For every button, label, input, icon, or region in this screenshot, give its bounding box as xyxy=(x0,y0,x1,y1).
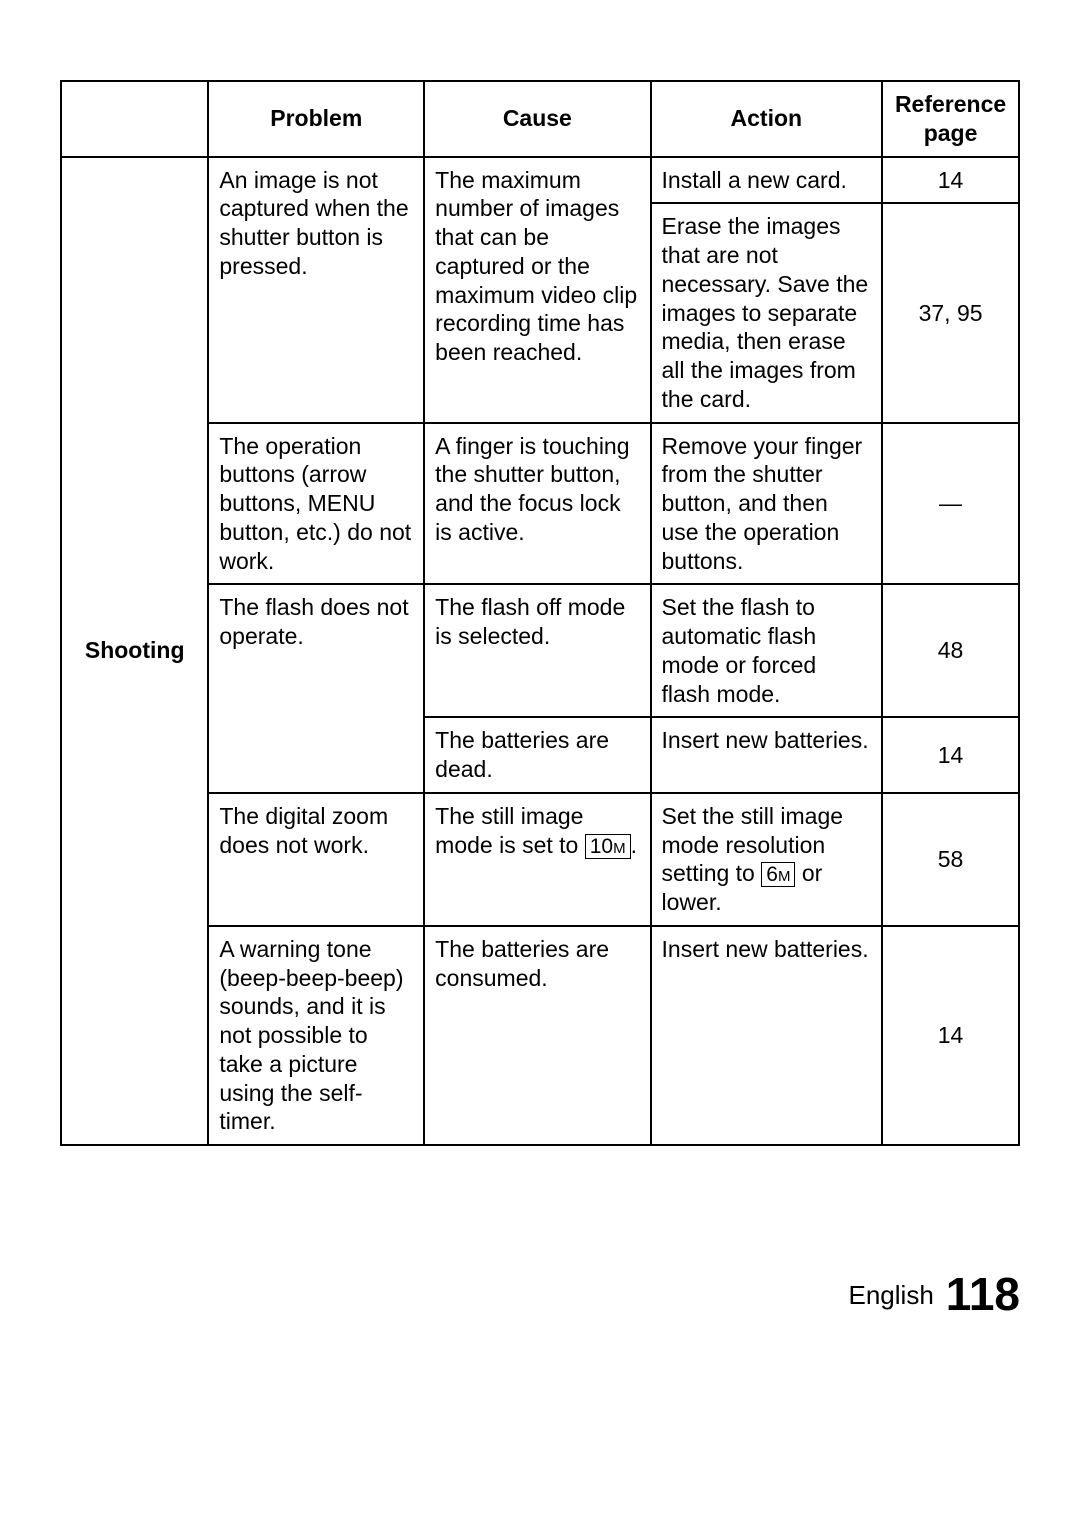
footer-page-number: 118 xyxy=(946,1268,1020,1320)
header-category xyxy=(61,81,208,157)
problem-cell: The operation buttons (arrow buttons, ME… xyxy=(208,423,424,585)
header-cause: Cause xyxy=(424,81,650,157)
manual-page: Problem Cause Action Reference page Shoo… xyxy=(0,0,1080,1521)
resolution-10m-icon: 10M xyxy=(585,834,631,859)
problem-cell: An image is not captured when the shutte… xyxy=(208,157,424,423)
cause-text-post: . xyxy=(631,832,637,858)
action-cell: Erase the images that are not necessary.… xyxy=(651,203,883,422)
cause-cell: The still image mode is set to 10M. xyxy=(424,793,650,926)
header-problem: Problem xyxy=(208,81,424,157)
cause-cell: The maximum number of images that can be… xyxy=(424,157,650,423)
res-num: 6 xyxy=(766,863,778,886)
category-cell: Shooting xyxy=(61,157,208,1146)
cause-cell: The batteries are dead. xyxy=(424,717,650,793)
table-row: Shooting An image is not captured when t… xyxy=(61,157,1019,204)
troubleshooting-table: Problem Cause Action Reference page Shoo… xyxy=(60,80,1020,1146)
page-footer: English 118 xyxy=(849,1267,1021,1321)
reference-cell: 48 xyxy=(882,584,1019,717)
cause-cell: The batteries are consumed. xyxy=(424,926,650,1145)
problem-cell: The digital zoom does not work. xyxy=(208,793,424,926)
reference-cell: 14 xyxy=(882,157,1019,204)
action-cell: Insert new batteries. xyxy=(651,717,883,793)
reference-cell: 37, 95 xyxy=(882,203,1019,422)
header-action: Action xyxy=(651,81,883,157)
reference-cell: 14 xyxy=(882,926,1019,1145)
res-m: M xyxy=(778,868,791,885)
reference-cell: — xyxy=(882,423,1019,585)
footer-language: English xyxy=(849,1280,934,1310)
res-num: 10 xyxy=(590,835,613,858)
problem-cell: The flash does not operate. xyxy=(208,584,424,793)
reference-cell: 14 xyxy=(882,717,1019,793)
action-cell: Install a new card. xyxy=(651,157,883,204)
action-cell: Remove your finger from the shutter butt… xyxy=(651,423,883,585)
cause-cell: The flash off mode is selected. xyxy=(424,584,650,717)
cause-text-pre: The still image mode is set to xyxy=(435,803,585,858)
action-cell: Insert new batteries. xyxy=(651,926,883,1145)
resolution-6m-icon: 6M xyxy=(761,862,795,887)
cause-cell: A finger is touching the shutter button,… xyxy=(424,423,650,585)
problem-cell: A warning tone (beep-beep-beep) sounds, … xyxy=(208,926,424,1145)
reference-cell: 58 xyxy=(882,793,1019,926)
action-cell: Set the still image mode resolution sett… xyxy=(651,793,883,926)
table-header-row: Problem Cause Action Reference page xyxy=(61,81,1019,157)
action-cell: Set the flash to automatic flash mode or… xyxy=(651,584,883,717)
res-m: M xyxy=(613,840,626,857)
header-reference: Reference page xyxy=(882,81,1019,157)
